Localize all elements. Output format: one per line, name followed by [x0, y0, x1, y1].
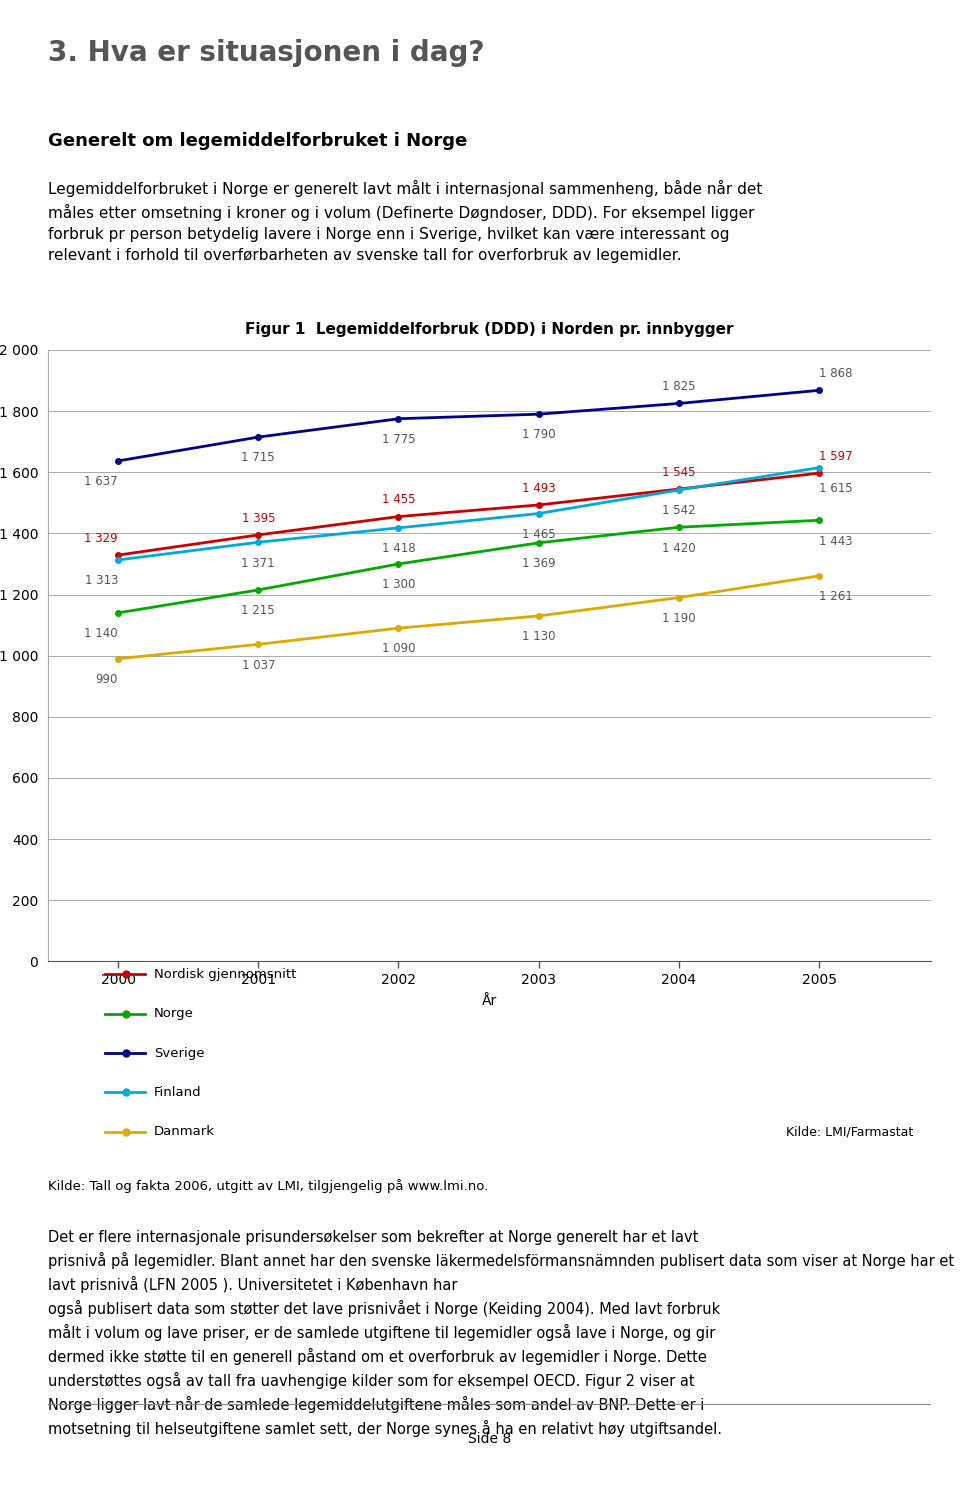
Text: 1 455: 1 455 — [382, 493, 416, 507]
Text: 1 465: 1 465 — [522, 528, 556, 541]
Text: Finland: Finland — [154, 1086, 202, 1098]
Text: 1 090: 1 090 — [382, 642, 416, 655]
Text: 1 868: 1 868 — [819, 367, 852, 380]
Text: Norge: Norge — [154, 1008, 194, 1021]
Text: Kilde: LMI/Farmastat: Kilde: LMI/Farmastat — [786, 1125, 914, 1138]
Text: 1 190: 1 190 — [662, 612, 696, 626]
Text: 1 597: 1 597 — [819, 450, 852, 464]
Text: 1 215: 1 215 — [242, 605, 276, 617]
X-axis label: År: År — [482, 994, 497, 1008]
Text: Nordisk gjennomsnitt: Nordisk gjennomsnitt — [154, 967, 297, 981]
Text: Kilde: Tall og fakta 2006, utgitt av LMI, tilgjengelig på www.lmi.no.: Kilde: Tall og fakta 2006, utgitt av LMI… — [48, 1178, 489, 1193]
Text: 1 261: 1 261 — [819, 590, 852, 603]
Text: 1 545: 1 545 — [662, 467, 696, 478]
Text: 1 715: 1 715 — [242, 452, 276, 465]
Text: 1 637: 1 637 — [84, 476, 118, 489]
Text: 1 395: 1 395 — [242, 511, 275, 525]
Text: Sverige: Sverige — [154, 1046, 204, 1060]
Text: 1 493: 1 493 — [522, 481, 556, 495]
Text: 1 542: 1 542 — [662, 504, 696, 517]
Text: 3. Hva er situasjonen i dag?: 3. Hva er situasjonen i dag? — [48, 39, 485, 67]
Text: Generelt om legemiddelforbruket i Norge: Generelt om legemiddelforbruket i Norge — [48, 132, 468, 150]
Text: 1 037: 1 037 — [242, 658, 275, 672]
Text: 990: 990 — [96, 673, 118, 687]
Text: 1 313: 1 313 — [84, 574, 118, 587]
Text: Figur 1  Legemiddelforbruk (DDD) i Norden pr. innbygger: Figur 1 Legemiddelforbruk (DDD) i Norden… — [246, 322, 733, 337]
Text: Det er flere internasjonale prisundersøkelser som bekrefter at Norge generelt ha: Det er flere internasjonale prisundersøk… — [48, 1230, 954, 1437]
Text: 1 775: 1 775 — [382, 432, 416, 446]
Text: 1 615: 1 615 — [819, 481, 852, 495]
Text: Danmark: Danmark — [154, 1125, 215, 1138]
Text: 1 329: 1 329 — [84, 532, 118, 545]
Text: 1 140: 1 140 — [84, 627, 118, 640]
Text: 1 825: 1 825 — [662, 380, 696, 394]
Text: Side 8: Side 8 — [468, 1433, 512, 1446]
Text: 1 371: 1 371 — [242, 557, 276, 569]
Text: 1 369: 1 369 — [522, 557, 556, 571]
Text: 1 300: 1 300 — [382, 578, 415, 591]
Text: 1 443: 1 443 — [819, 535, 852, 547]
Text: 1 420: 1 420 — [662, 541, 696, 554]
Text: Legemiddelforbruket i Norge er generelt lavt målt i internasjonal sammenheng, bå: Legemiddelforbruket i Norge er generelt … — [48, 180, 762, 263]
Text: 1 130: 1 130 — [522, 630, 556, 643]
Text: 1 418: 1 418 — [382, 542, 416, 556]
Text: 1 790: 1 790 — [522, 428, 556, 441]
